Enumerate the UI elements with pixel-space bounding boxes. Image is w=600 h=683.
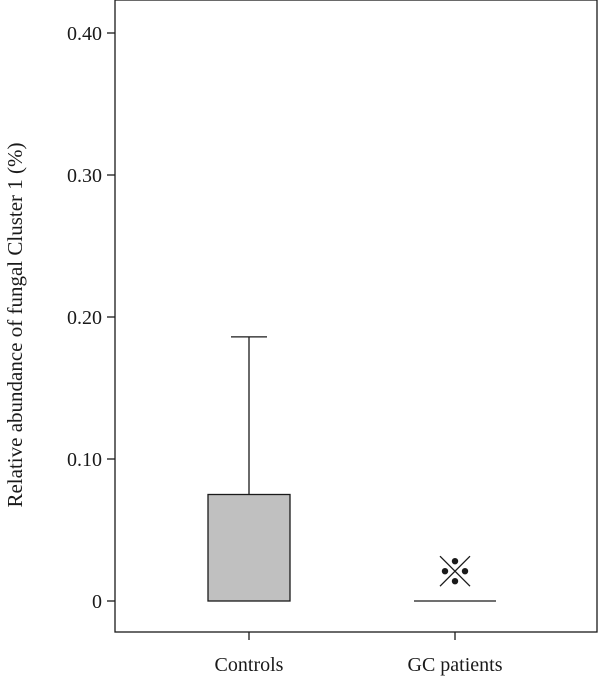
y-axis-title: Relative abundance of fungal Cluster 1 (… — [3, 142, 27, 507]
x-axis: Controls GC patients — [215, 632, 503, 676]
box — [207, 493, 291, 602]
boxes — [207, 336, 496, 602]
cross-stroke — [439, 555, 471, 587]
y-axis: 0.40 0.30 0.20 0.10 0 — [67, 23, 115, 613]
marker-dot — [441, 567, 449, 575]
plot-frame — [114, 0, 598, 633]
x-tick-label: Controls — [215, 654, 284, 676]
marker-dot — [461, 567, 469, 575]
x-tick-label: GC patients — [408, 654, 503, 676]
y-tick-label: 0 — [92, 591, 102, 613]
annotation-marker — [439, 555, 471, 587]
y-tick-label: 0.10 — [67, 449, 102, 471]
annotations — [439, 555, 471, 587]
y-tick-label: 0.40 — [67, 23, 102, 45]
marker-dot — [451, 577, 459, 585]
y-tick-label: 0.20 — [67, 307, 102, 329]
marker-dot — [451, 557, 459, 565]
y-tick-label: 0.30 — [67, 165, 102, 187]
